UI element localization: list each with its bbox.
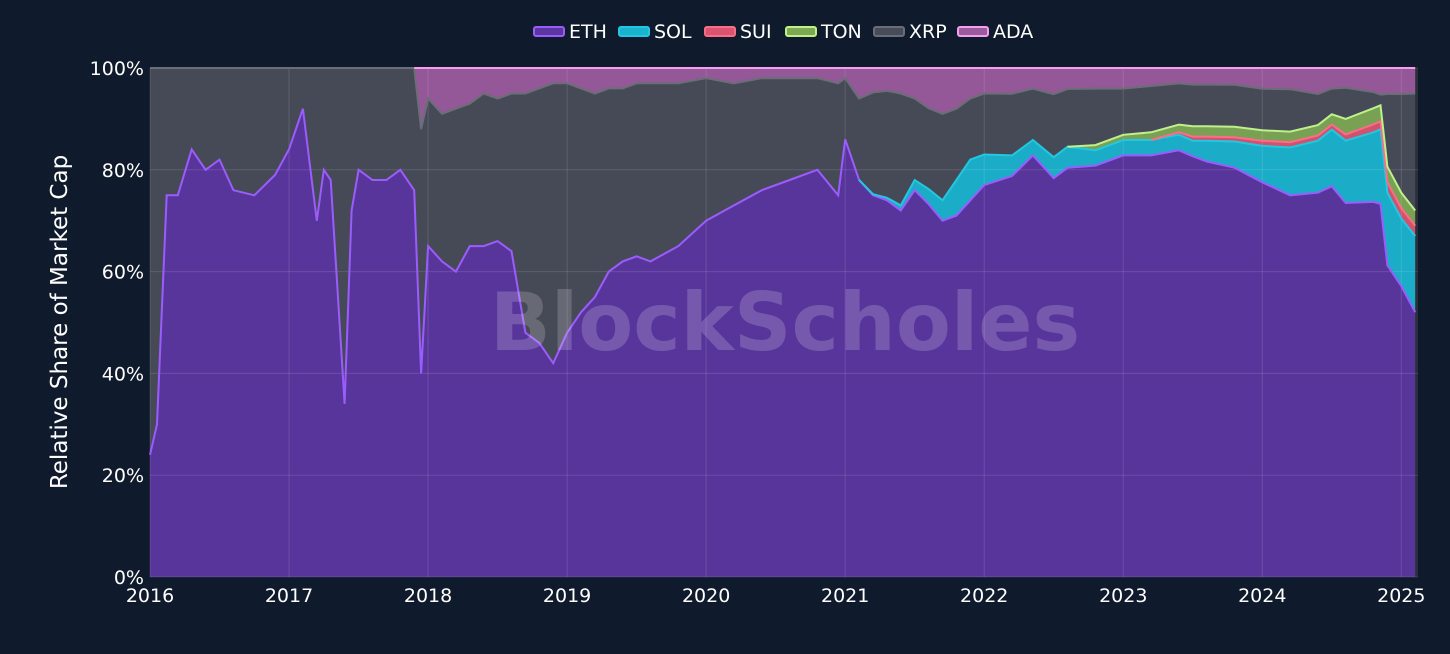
legend-item-ton[interactable]: TON [785, 21, 862, 43]
legend-label: SUI [740, 21, 772, 43]
x-tick-label: 2020 [682, 585, 730, 607]
legend-label: SOL [654, 21, 692, 43]
area-eth [150, 108, 1416, 577]
area-ton [150, 105, 1416, 455]
x-tick-label: 2024 [1238, 585, 1286, 607]
legend-swatch [785, 26, 817, 37]
y-tick-label: 80% [102, 160, 144, 182]
legend-item-sol[interactable]: SOL [618, 21, 692, 43]
legend-item-ada[interactable]: ADA [957, 21, 1033, 43]
x-tick-label: 2019 [543, 585, 591, 607]
x-tick-label: 2016 [126, 585, 174, 607]
x-tick-label: 2025 [1377, 585, 1425, 607]
legend-swatch [533, 26, 565, 37]
legend-item-xrp[interactable]: XRP [873, 21, 947, 43]
y-tick-label: 40% [102, 363, 144, 385]
legend-item-eth[interactable]: ETH [533, 21, 607, 43]
legend-swatch [873, 26, 905, 37]
legend-swatch [957, 26, 989, 37]
x-tick-label: 2021 [821, 585, 869, 607]
x-tick-label: 2023 [1099, 585, 1147, 607]
y-tick-label: 100% [90, 58, 144, 80]
legend-label: TON [820, 21, 862, 43]
watermark-text: BlockScholes [490, 276, 1080, 369]
x-tick-label: 2022 [960, 585, 1008, 607]
y-tick-label: 60% [102, 262, 144, 284]
x-tick-label: 2017 [265, 585, 313, 607]
area-xrp [150, 68, 1416, 455]
legend-label: ADA [993, 21, 1033, 43]
area-ada [150, 68, 1416, 130]
y-tick-label: 0% [114, 567, 144, 589]
x-tick-label: 2018 [404, 585, 452, 607]
legend-label: ETH [569, 21, 607, 43]
legend-swatch [704, 26, 736, 37]
y-tick-label: 20% [102, 465, 144, 487]
area-sui [150, 108, 1416, 455]
legend-label: XRP [909, 21, 947, 43]
line-sol [858, 127, 1416, 237]
legend-swatch [618, 26, 650, 37]
y-axis-label: Relative Share of Market Cap [47, 155, 73, 489]
line-eth [149, 108, 1417, 456]
legend-item-sui[interactable]: SUI [704, 21, 772, 43]
line-ton [1067, 103, 1416, 212]
line-xrp [150, 67, 1416, 130]
line-sui [1150, 119, 1416, 227]
